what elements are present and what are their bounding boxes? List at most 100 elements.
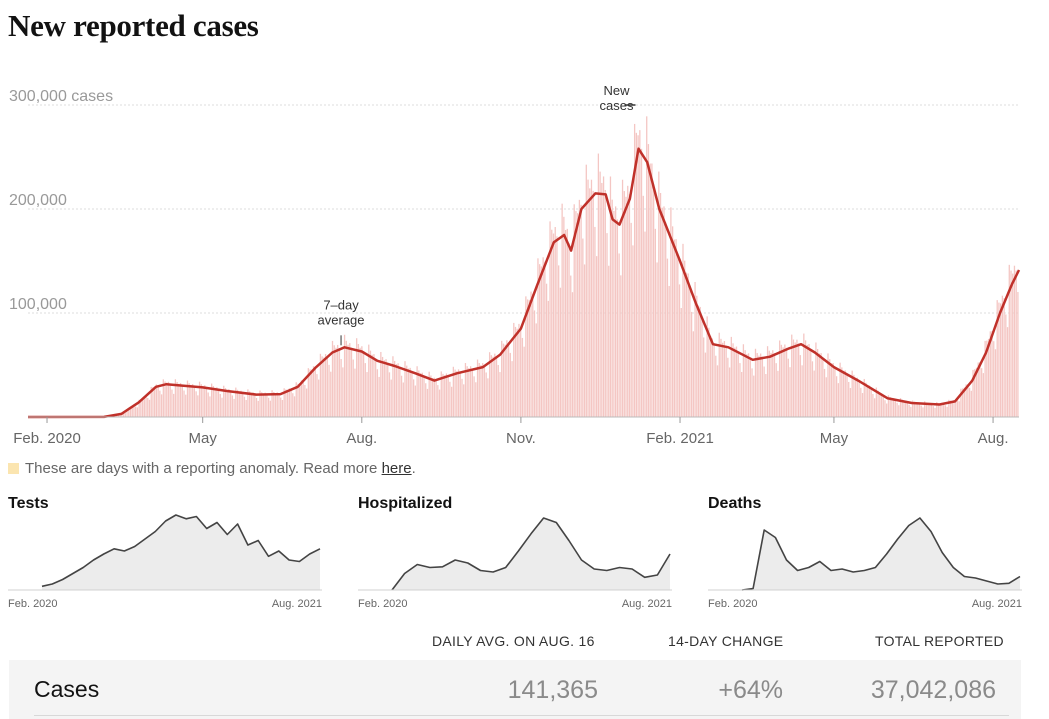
daily-case-bar <box>924 401 926 417</box>
daily-case-bar <box>356 338 358 417</box>
daily-case-bar <box>209 396 211 417</box>
header-14-day-change: 14-DAY CHANGE <box>668 633 784 649</box>
daily-case-bar <box>473 376 475 417</box>
daily-case-bar <box>499 372 501 417</box>
daily-case-bar <box>815 342 817 417</box>
daily-case-bar <box>635 132 638 417</box>
daily-case-bar <box>376 369 379 417</box>
daily-case-bar <box>979 361 981 417</box>
daily-case-bar <box>834 367 836 417</box>
daily-case-bar <box>975 367 978 417</box>
daily-case-bar <box>174 379 177 417</box>
daily-case-bar <box>666 258 669 417</box>
daily-case-bar <box>585 164 587 417</box>
mini-end-label: Aug. 2021 <box>971 598 1022 610</box>
daily-case-bar <box>817 348 819 417</box>
daily-case-bar <box>578 199 581 417</box>
daily-case-bar <box>345 340 347 417</box>
daily-case-bar <box>751 368 753 417</box>
daily-case-bar <box>235 387 237 417</box>
daily-case-bar <box>761 356 764 417</box>
daily-case-bar <box>337 344 339 417</box>
daily-case-bar <box>259 390 261 417</box>
daily-case-bar <box>630 222 632 417</box>
deaths-mini-chart: Deaths Feb. 2020 Aug. 2021 <box>708 495 1028 620</box>
daily-case-bar <box>798 343 800 417</box>
daily-case-bar <box>442 373 444 417</box>
daily-case-bar <box>846 373 848 417</box>
daily-case-bar <box>430 375 432 417</box>
daily-case-bar <box>295 382 297 417</box>
daily-case-bar <box>621 179 624 417</box>
daily-case-bar <box>608 265 610 417</box>
daily-case-bar <box>466 366 468 417</box>
mini-area-fill <box>42 515 320 590</box>
daily-case-bar <box>254 393 256 417</box>
daily-case-bar <box>891 398 893 417</box>
daily-case-bar <box>528 299 530 417</box>
daily-case-bar <box>735 346 738 417</box>
daily-case-bar <box>628 194 631 417</box>
daily-case-bar <box>247 389 249 417</box>
daily-case-bar <box>461 378 463 417</box>
daily-case-bar <box>690 311 693 417</box>
mini-start-label: Feb. 2020 <box>708 598 758 610</box>
daily-case-bar <box>601 182 603 417</box>
daily-case-bar <box>331 340 334 417</box>
daily-case-bar <box>309 369 311 417</box>
daily-case-bar <box>884 400 886 417</box>
daily-case-bar <box>255 397 258 417</box>
daily-case-bar <box>706 316 708 417</box>
daily-case-bar <box>872 394 874 417</box>
daily-case-bar <box>333 345 335 417</box>
daily-case-bar <box>459 371 461 417</box>
daily-case-bar <box>977 362 979 417</box>
daily-case-bar <box>126 409 128 417</box>
daily-case-bar <box>987 338 990 417</box>
daily-case-bar <box>981 368 983 417</box>
daily-case-bar <box>292 393 294 417</box>
daily-case-bar <box>848 381 850 417</box>
daily-case-bar <box>409 367 411 417</box>
daily-case-bar <box>520 326 522 417</box>
daily-case-bar <box>732 343 734 417</box>
anomaly-note: These are days with a reporting anomaly.… <box>8 460 416 477</box>
daily-case-bar <box>387 362 389 417</box>
daily-case-bar <box>394 360 396 417</box>
x-tick-label: Feb. 2021 <box>646 430 714 447</box>
daily-case-bar <box>375 358 377 417</box>
daily-case-bar <box>533 310 536 417</box>
daily-case-bar <box>918 403 921 417</box>
daily-case-bar <box>475 382 477 417</box>
daily-case-bar <box>540 266 543 417</box>
daily-case-bar <box>889 397 891 417</box>
daily-case-bar <box>385 359 387 417</box>
daily-case-bar <box>867 385 869 417</box>
daily-case-bar <box>896 402 898 417</box>
daily-case-bar <box>597 153 600 417</box>
daily-case-bar <box>148 399 151 417</box>
x-tick-label: May <box>189 430 218 447</box>
daily-case-bar <box>937 403 940 417</box>
daily-case-bar <box>469 366 472 417</box>
daily-case-bar <box>340 359 342 417</box>
daily-case-bar <box>873 398 876 417</box>
daily-case-bar <box>378 376 380 417</box>
main-cases-chart: Feb. 2020 May Aug. Nov. Feb. 2021 May Aug. 100… <box>9 83 1021 447</box>
daily-case-bar <box>349 343 351 417</box>
daily-case-bar <box>186 380 189 417</box>
daily-case-bar <box>330 371 332 417</box>
daily-case-bar <box>542 257 544 417</box>
daily-case-bar <box>647 144 650 417</box>
read-more-link[interactable]: here <box>381 460 412 477</box>
daily-case-bar <box>965 384 967 417</box>
daily-case-bar <box>283 388 285 417</box>
daily-case-bar <box>124 413 126 417</box>
daily-case-bar <box>730 336 732 417</box>
daily-case-bar <box>286 389 289 417</box>
daily-case-bar <box>704 352 707 417</box>
daily-case-bar <box>734 347 736 417</box>
daily-case-bar <box>837 383 840 417</box>
daily-case-bar <box>264 392 266 417</box>
daily-case-bar <box>169 383 171 417</box>
